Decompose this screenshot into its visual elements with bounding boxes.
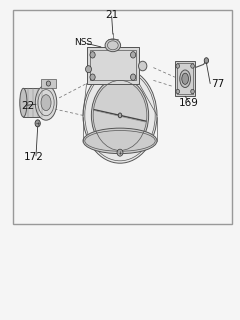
Text: 21: 21 xyxy=(105,10,118,20)
Bar xyxy=(90,50,136,80)
Ellipse shape xyxy=(83,128,157,154)
Ellipse shape xyxy=(46,81,51,86)
Bar xyxy=(41,79,56,88)
Ellipse shape xyxy=(90,74,95,80)
Text: 77: 77 xyxy=(211,78,224,89)
Ellipse shape xyxy=(20,88,27,117)
Ellipse shape xyxy=(35,120,40,127)
Ellipse shape xyxy=(131,74,136,80)
Ellipse shape xyxy=(191,64,194,68)
Ellipse shape xyxy=(131,52,136,58)
Ellipse shape xyxy=(176,89,180,94)
Ellipse shape xyxy=(85,66,91,73)
Ellipse shape xyxy=(182,73,188,84)
Bar xyxy=(23,88,46,117)
Ellipse shape xyxy=(180,70,191,87)
Ellipse shape xyxy=(90,52,95,58)
Ellipse shape xyxy=(105,39,120,52)
Ellipse shape xyxy=(204,58,209,63)
Text: 22: 22 xyxy=(21,101,34,111)
Ellipse shape xyxy=(35,85,57,120)
Text: 169: 169 xyxy=(179,98,199,108)
Ellipse shape xyxy=(91,78,149,153)
Ellipse shape xyxy=(176,64,180,68)
Ellipse shape xyxy=(118,113,122,118)
Ellipse shape xyxy=(117,149,123,156)
Bar xyxy=(177,63,193,94)
Ellipse shape xyxy=(41,95,51,111)
Bar xyxy=(13,10,232,224)
Ellipse shape xyxy=(191,89,194,94)
Text: 172: 172 xyxy=(24,152,44,162)
Bar xyxy=(175,61,195,96)
Ellipse shape xyxy=(83,68,157,163)
Text: NSS: NSS xyxy=(74,38,92,47)
Bar xyxy=(87,47,139,84)
Ellipse shape xyxy=(138,61,147,71)
